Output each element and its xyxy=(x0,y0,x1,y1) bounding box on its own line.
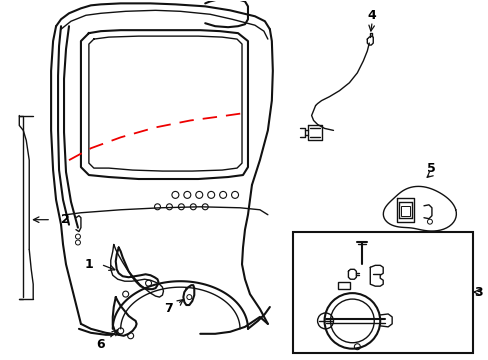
Text: 5: 5 xyxy=(426,162,434,175)
Text: 1: 1 xyxy=(84,258,93,271)
Text: 2: 2 xyxy=(61,213,70,226)
Text: 7: 7 xyxy=(164,302,172,315)
Bar xyxy=(292,231,472,353)
Bar xyxy=(338,282,350,289)
Text: 4: 4 xyxy=(367,9,376,22)
Text: 6: 6 xyxy=(96,338,105,351)
Text: 3: 3 xyxy=(473,285,482,299)
Bar xyxy=(400,206,409,216)
